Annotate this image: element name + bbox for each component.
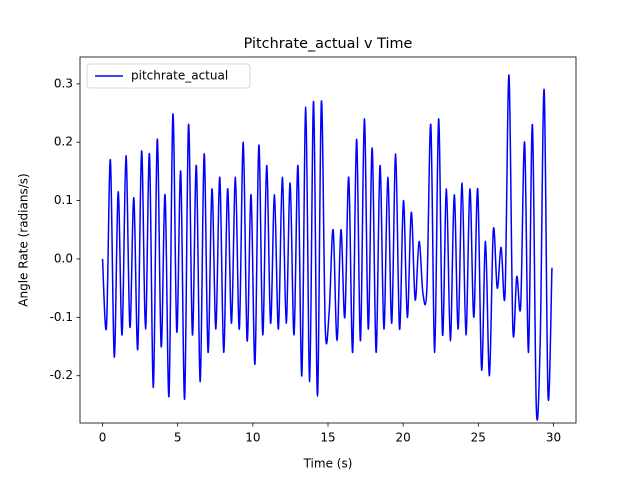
- y-tick-label: 0.0: [54, 251, 73, 265]
- x-tick-label: 10: [245, 431, 260, 445]
- plot-frame: [79, 56, 577, 424]
- x-axis-label: Time (s): [303, 457, 353, 471]
- x-tick-label: 0: [99, 431, 107, 445]
- x-tick-label: 15: [320, 431, 335, 445]
- x-tick-label: 30: [546, 431, 561, 445]
- x-tick-label: 25: [471, 431, 486, 445]
- legend-box: [86, 63, 251, 89]
- chart-title: Pitchrate_actual v Time: [244, 36, 413, 52]
- y-tick-label: -0.2: [50, 368, 73, 382]
- x-tick-label: 20: [396, 431, 411, 445]
- legend-label: pitchrate_actual: [131, 69, 228, 83]
- y-axis-label: Angle Rate (radians/s): [17, 173, 31, 306]
- data-line: [101, 74, 553, 421]
- y-tick-label: 0.1: [54, 193, 73, 207]
- x-tick-label: 5: [174, 431, 182, 445]
- y-tick-label: 0.3: [54, 76, 73, 90]
- y-tick-label: -0.1: [50, 310, 73, 324]
- y-tick-label: 0.2: [54, 135, 73, 149]
